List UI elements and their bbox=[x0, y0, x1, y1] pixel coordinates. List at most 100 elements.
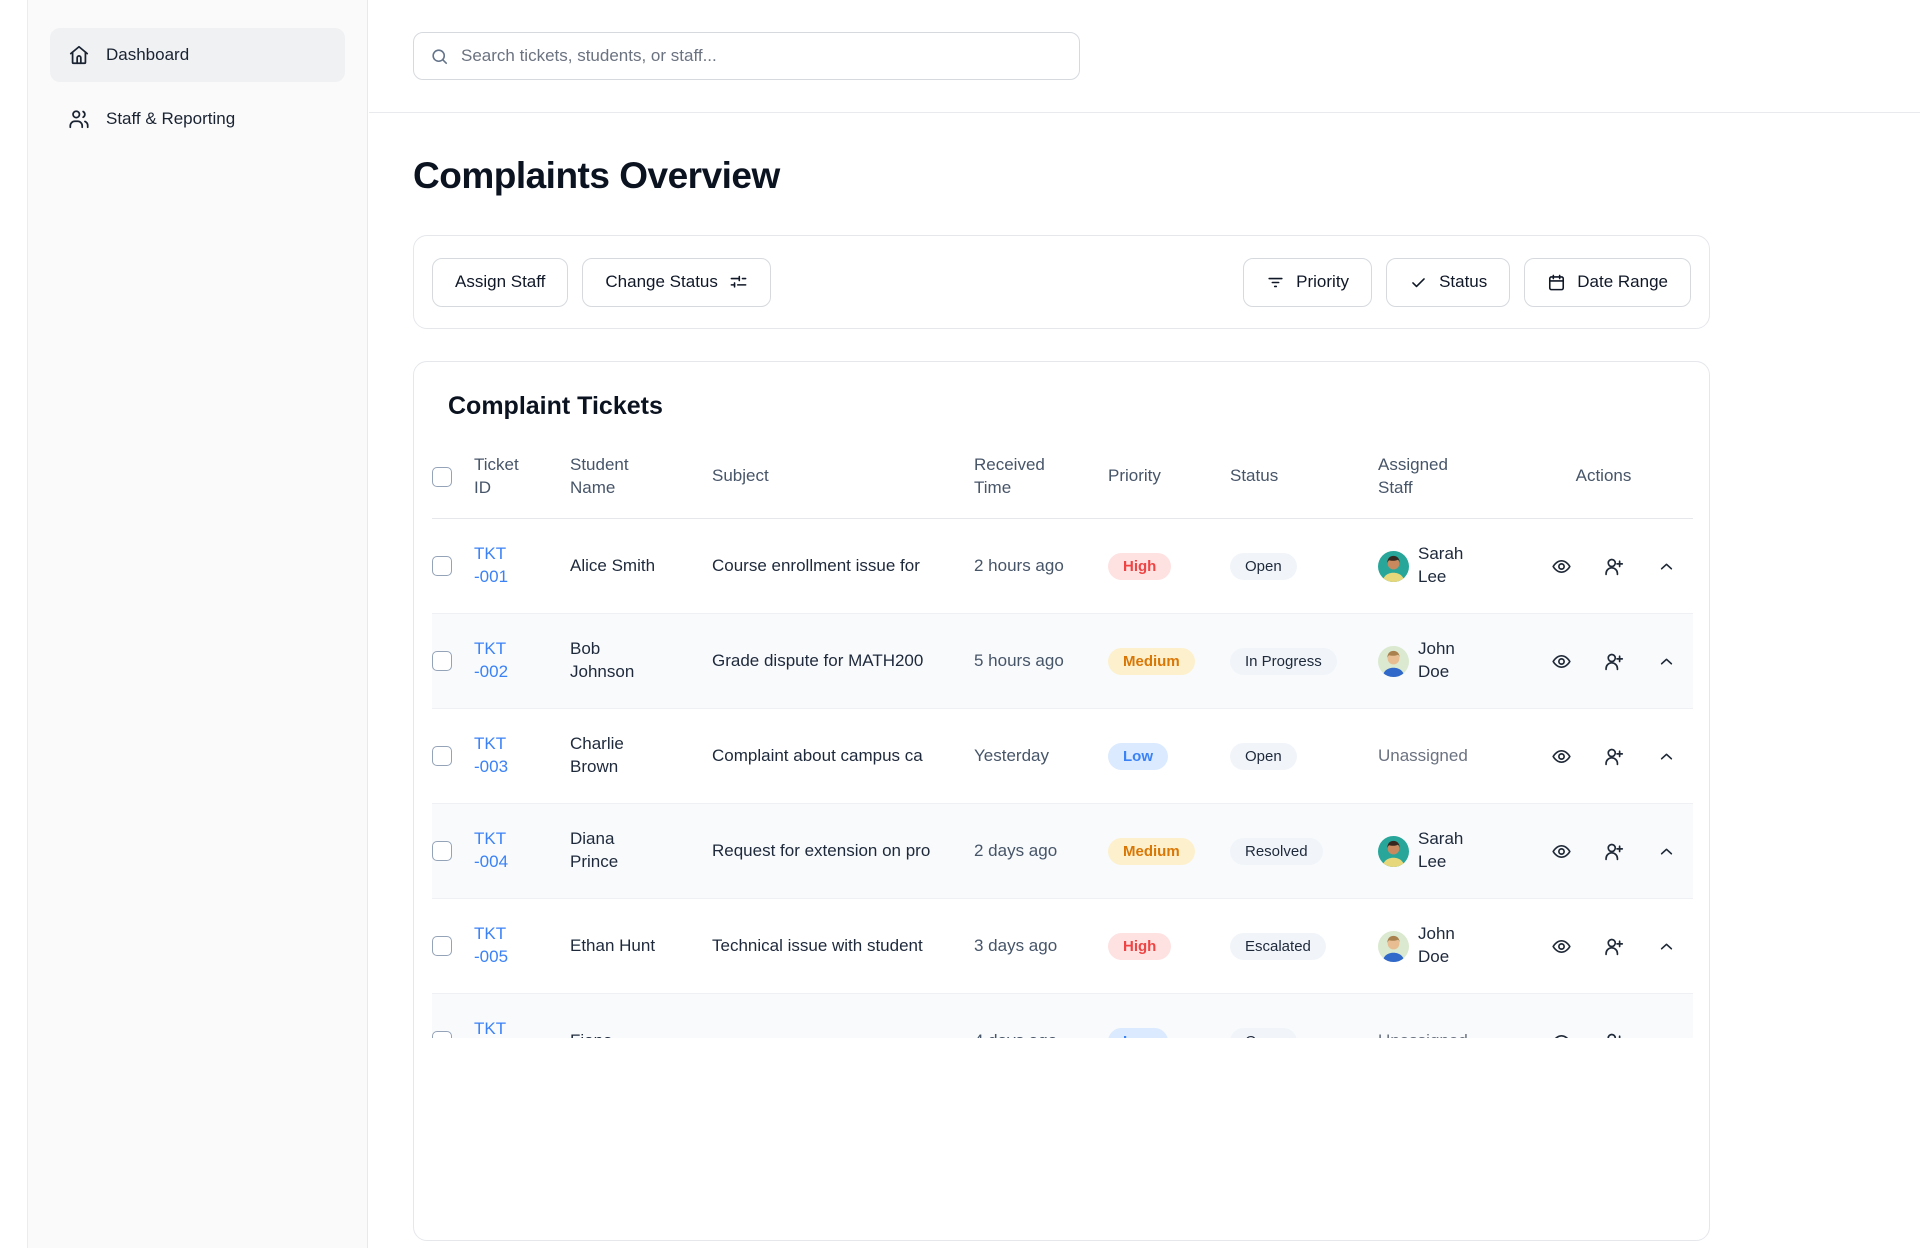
assign-user-button[interactable] bbox=[1601, 553, 1627, 579]
filter-lines-icon bbox=[1268, 277, 1283, 287]
priority-badge: Low bbox=[1108, 742, 1168, 770]
view-button[interactable] bbox=[1548, 933, 1574, 959]
table-row[interactable]: TKT -001 Alice Smith Course enrollment is… bbox=[432, 519, 1693, 614]
received-time: 5 hours ago bbox=[974, 650, 1064, 670]
collapse-row-button[interactable] bbox=[1653, 743, 1679, 769]
assigned-staff: Sarah Lee bbox=[1378, 828, 1524, 874]
eye-icon bbox=[1551, 559, 1571, 573]
assign-user-button[interactable] bbox=[1601, 1028, 1627, 1038]
complaint-tickets-card: Complaint Tickets Ticket ID Student Name… bbox=[413, 361, 1710, 1241]
users-icon bbox=[69, 110, 89, 129]
view-button[interactable] bbox=[1548, 553, 1574, 579]
table-row[interactable]: TKT-006 Fiona 4 days ago Low Open Unassi… bbox=[432, 994, 1693, 1038]
row-checkbox[interactable] bbox=[432, 936, 452, 956]
search-input[interactable] bbox=[461, 46, 1063, 66]
table-title: Complaint Tickets bbox=[448, 392, 663, 420]
collapse-row-button[interactable] bbox=[1653, 838, 1679, 864]
status-badge: Escalated bbox=[1230, 932, 1326, 960]
chevron-up-icon bbox=[1660, 657, 1672, 665]
view-button[interactable] bbox=[1548, 743, 1574, 769]
staff-name: Sarah Lee bbox=[1418, 544, 1464, 586]
eye-icon bbox=[1551, 939, 1571, 953]
priority-filter-label: Priority bbox=[1296, 272, 1350, 291]
view-button[interactable] bbox=[1548, 1028, 1574, 1038]
row-checkbox[interactable] bbox=[432, 746, 452, 766]
chevron-up-icon bbox=[1660, 847, 1672, 855]
ticket-subject: Course enrollment issue for bbox=[712, 555, 920, 575]
staff-name: Unassigned bbox=[1378, 745, 1468, 765]
collapse-row-button[interactable] bbox=[1653, 648, 1679, 674]
assigned-staff: Sarah Lee bbox=[1378, 543, 1524, 589]
priority-badge: Medium bbox=[1108, 647, 1195, 675]
calendar-icon bbox=[1549, 274, 1565, 290]
sidebar-item-label: Staff & Reporting bbox=[106, 109, 236, 128]
collapse-row-button[interactable] bbox=[1653, 1028, 1679, 1038]
staff-name: John Doe bbox=[1418, 924, 1455, 966]
ticket-id-link[interactable]: TKT -005 bbox=[474, 924, 509, 966]
sidebar-item-label: Dashboard bbox=[106, 45, 190, 64]
search-icon bbox=[432, 48, 448, 64]
sidebar-item-staff-reporting[interactable]: Staff & Reporting bbox=[50, 92, 345, 146]
table-body: TKT -001 Alice Smith Course enrollment is… bbox=[432, 519, 1693, 1038]
select-all-checkbox[interactable] bbox=[432, 466, 452, 487]
eye-icon bbox=[1553, 1034, 1569, 1038]
status-filter-button[interactable]: Status bbox=[1386, 257, 1511, 307]
assign-user-button[interactable] bbox=[1601, 743, 1627, 769]
row-checkbox[interactable] bbox=[432, 841, 452, 861]
row-actions bbox=[1524, 553, 1693, 579]
assigned-staff: John Doe bbox=[1378, 923, 1524, 969]
column-header-assigned-staff: Assigned Staff bbox=[1378, 455, 1448, 497]
status-badge: Resolved bbox=[1230, 837, 1323, 865]
ticket-id-link[interactable]: TKT -003 bbox=[474, 734, 509, 776]
column-header-subject: Subject bbox=[712, 466, 769, 486]
check-icon bbox=[1412, 277, 1425, 287]
assign-user-button[interactable] bbox=[1601, 648, 1627, 674]
student-name: Fiona bbox=[570, 1030, 666, 1038]
status-badge: In Progress bbox=[1230, 647, 1337, 675]
table-header-row: Ticket ID Student Name Subject Received … bbox=[432, 435, 1693, 519]
column-header-status: Status bbox=[1230, 466, 1279, 486]
student-name: Ethan Hunt bbox=[570, 935, 656, 955]
filter-buttons: Priority Status Date Range bbox=[1243, 257, 1691, 307]
search-box[interactable] bbox=[413, 32, 1080, 80]
view-button[interactable] bbox=[1548, 838, 1574, 864]
ticket-id-link[interactable]: TKT-006 bbox=[474, 1019, 507, 1038]
ticket-id-link[interactable]: TKT -002 bbox=[474, 639, 509, 681]
eye-icon bbox=[1551, 844, 1571, 858]
table-row[interactable]: TKT -005 Ethan Hunt Technical issue with … bbox=[432, 899, 1693, 994]
row-checkbox[interactable] bbox=[432, 556, 452, 576]
row-actions bbox=[1524, 933, 1693, 959]
collapse-row-button[interactable] bbox=[1653, 933, 1679, 959]
staff-name: Sarah Lee bbox=[1418, 829, 1464, 871]
student-name: Alice Smith bbox=[570, 555, 656, 575]
row-actions bbox=[1524, 838, 1693, 864]
date-range-button[interactable]: Date Range bbox=[1524, 257, 1691, 307]
row-actions bbox=[1524, 1028, 1693, 1038]
ticket-subject: Complaint about campus ca bbox=[712, 745, 923, 765]
chevron-up-icon bbox=[1660, 562, 1672, 570]
status-badge: Open bbox=[1230, 742, 1297, 770]
assign-user-button[interactable] bbox=[1601, 933, 1627, 959]
assigned-staff: Unassigned bbox=[1378, 1030, 1524, 1038]
top-bar bbox=[369, 0, 1920, 113]
table-row[interactable]: TKT -002 Bob Johnson Grade dispute for MA… bbox=[432, 614, 1693, 709]
staff-avatar bbox=[1378, 550, 1409, 582]
view-button[interactable] bbox=[1548, 648, 1574, 674]
table-row[interactable]: TKT -004 Diana Prince Request for extensi… bbox=[432, 804, 1693, 899]
ticket-id-link[interactable]: TKT -001 bbox=[474, 544, 509, 586]
table-row[interactable]: TKT -003 Charlie Brown Complaint about ca… bbox=[432, 709, 1693, 804]
row-checkbox[interactable] bbox=[432, 651, 452, 671]
priority-filter-button[interactable]: Priority bbox=[1243, 257, 1373, 307]
collapse-row-button[interactable] bbox=[1653, 553, 1679, 579]
priority-badge: Medium bbox=[1108, 837, 1195, 865]
main-area: Complaints Overview Assign Staff Change … bbox=[369, 0, 1920, 1248]
sidebar-item-dashboard[interactable]: Dashboard bbox=[50, 28, 345, 82]
row-checkbox[interactable] bbox=[432, 1031, 452, 1038]
row-actions bbox=[1524, 648, 1693, 674]
ticket-id-link[interactable]: TKT -004 bbox=[474, 829, 509, 871]
assign-staff-button[interactable]: Assign Staff bbox=[432, 257, 569, 307]
change-status-button[interactable]: Change Status bbox=[582, 257, 771, 307]
assign-user-button[interactable] bbox=[1601, 838, 1627, 864]
received-time: 3 days ago bbox=[974, 935, 1058, 955]
